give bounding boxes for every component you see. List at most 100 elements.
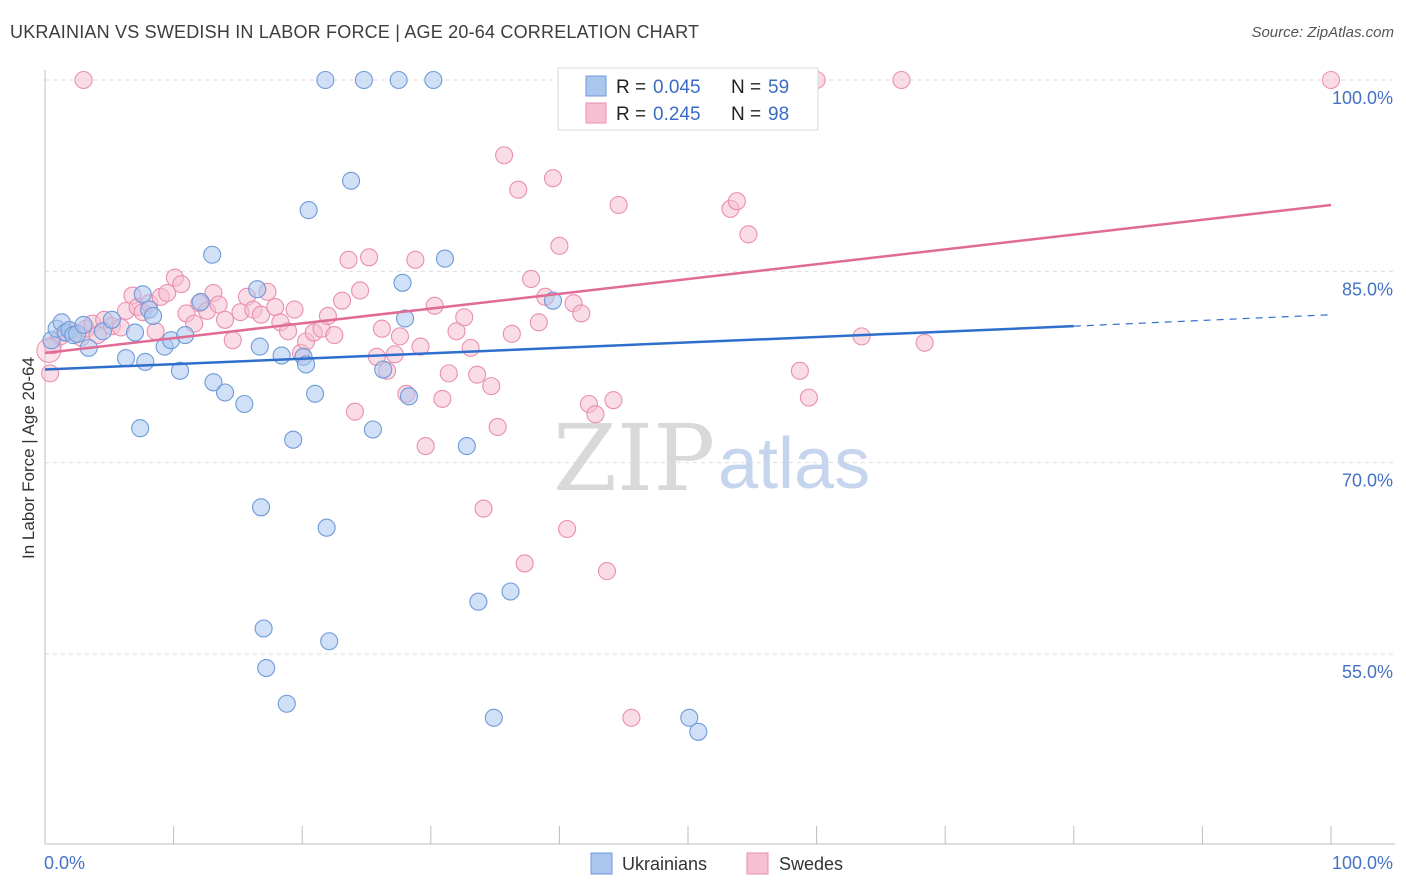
ukrainians-point bbox=[680, 708, 699, 727]
swedes-point bbox=[550, 236, 569, 255]
swedes-point bbox=[799, 388, 818, 407]
ukrainians-point bbox=[254, 619, 273, 638]
source-credit: Source: ZipAtlas.com bbox=[1251, 24, 1394, 41]
ukrainians-point bbox=[251, 498, 271, 517]
swedes-point bbox=[279, 322, 298, 341]
watermark-atlas: atlas bbox=[718, 424, 870, 504]
legend-n-label-ukrainians: N = bbox=[731, 77, 761, 98]
swedes-point bbox=[425, 296, 444, 315]
legend-swatch-ukrainians bbox=[585, 75, 607, 97]
swedes-point bbox=[509, 180, 528, 199]
ukrainians-point bbox=[102, 310, 121, 329]
swedes-point bbox=[455, 308, 474, 327]
swedes-point bbox=[285, 300, 304, 319]
ukrainians-point bbox=[299, 201, 318, 220]
swedes-point bbox=[1321, 70, 1341, 90]
swedes-point bbox=[41, 364, 60, 383]
swedes-point bbox=[892, 70, 911, 90]
swedes-point bbox=[609, 195, 628, 215]
swedes-point bbox=[572, 304, 591, 323]
swedes-point bbox=[146, 322, 165, 341]
ukrainians-point bbox=[272, 346, 291, 365]
ukrainians-point bbox=[317, 518, 336, 537]
swedes-trend-line bbox=[44, 203, 1332, 355]
legend-r-label-swedes: R = bbox=[616, 104, 646, 125]
swedes-point bbox=[586, 405, 605, 424]
ukrainians-point bbox=[203, 245, 222, 264]
ukrainians-point bbox=[393, 273, 412, 292]
ukrainians-point bbox=[297, 355, 316, 374]
ukrainians-point bbox=[469, 592, 488, 611]
ukrainians-point bbox=[389, 70, 408, 90]
swedes-point bbox=[433, 389, 452, 408]
ukrainians-point bbox=[204, 373, 223, 392]
swedes-point bbox=[474, 499, 493, 518]
y-axis-title: In Labor Force | Age 20-64 bbox=[19, 357, 38, 559]
swedes-point bbox=[727, 192, 746, 211]
swedes-point bbox=[447, 322, 466, 341]
swedes-point bbox=[622, 708, 641, 727]
swedes-point bbox=[529, 313, 548, 332]
gridlines bbox=[45, 79, 1395, 655]
x-tick-labels: 0.0% 100.0% bbox=[44, 853, 1393, 873]
watermark: ZIP atlas bbox=[553, 405, 870, 512]
series-legend: Ukrainians Swedes bbox=[590, 852, 843, 875]
ukrainians-points bbox=[42, 70, 708, 741]
swedes-point bbox=[739, 225, 758, 244]
axes bbox=[44, 70, 1395, 845]
ukrainians-point bbox=[342, 171, 361, 190]
swedes-point bbox=[522, 269, 541, 289]
swedes-point bbox=[266, 297, 285, 317]
ukrainians-point bbox=[143, 306, 163, 326]
swedes-point bbox=[158, 283, 177, 303]
ukrainians-point bbox=[170, 361, 190, 380]
y-tick-labels: 55.0% 70.0% 85.0% 100.0% bbox=[1332, 88, 1393, 682]
y-tick-label: 70.0% bbox=[1342, 471, 1393, 491]
swedes-point bbox=[790, 361, 809, 380]
legend-n-label-swedes: N = bbox=[731, 104, 761, 125]
swedes-point bbox=[74, 70, 93, 90]
swedes-point bbox=[502, 324, 521, 343]
ukrainians-point bbox=[484, 708, 503, 727]
swedes-point bbox=[558, 519, 577, 539]
legend-n-value-swedes: 98 bbox=[768, 104, 789, 125]
swedes-point bbox=[360, 248, 379, 267]
swedes-point bbox=[439, 364, 458, 383]
ukrainians-point bbox=[320, 632, 339, 651]
swedes-point bbox=[915, 333, 934, 352]
ukrainians-trend-extension bbox=[1073, 314, 1332, 327]
legend-r-value-swedes: 0.245 bbox=[653, 104, 701, 125]
swedes-point bbox=[411, 337, 430, 356]
swedes-point bbox=[345, 402, 364, 421]
ukrainians-point bbox=[435, 249, 454, 268]
correlation-legend: R = 0.045 N = 59 R = 0.245 N = 98 bbox=[557, 67, 819, 131]
swedes-point bbox=[251, 305, 271, 324]
ukrainians-point bbox=[248, 280, 267, 299]
ukrainians-point bbox=[136, 352, 155, 371]
swedes-point bbox=[482, 377, 501, 396]
swedes-point bbox=[325, 326, 344, 345]
ukrainians-point bbox=[235, 394, 254, 414]
ukrainians-point bbox=[689, 722, 708, 741]
swedes-point bbox=[333, 291, 352, 310]
swedes-point bbox=[468, 365, 487, 384]
swedes-point bbox=[406, 250, 425, 269]
bottom-legend-label-swedes: Swedes bbox=[779, 854, 843, 874]
ukrainians-point bbox=[424, 70, 443, 90]
swedes-point bbox=[223, 331, 242, 350]
ukrainians-point bbox=[257, 658, 276, 678]
swedes-point bbox=[372, 319, 391, 338]
watermark-zip: ZIP bbox=[553, 405, 715, 512]
swedes-point bbox=[339, 250, 358, 269]
swedes-point bbox=[215, 310, 235, 329]
swedes-point bbox=[461, 338, 480, 357]
x-tick-label: 100.0% bbox=[1332, 853, 1393, 873]
ukrainians-point bbox=[131, 419, 150, 438]
ukrainians-point bbox=[306, 384, 325, 403]
swedes-point bbox=[543, 169, 563, 188]
swedes-point bbox=[172, 275, 191, 294]
ukrainians-point bbox=[374, 360, 393, 379]
swedes-point bbox=[351, 281, 370, 300]
ukrainians-point bbox=[191, 292, 210, 311]
